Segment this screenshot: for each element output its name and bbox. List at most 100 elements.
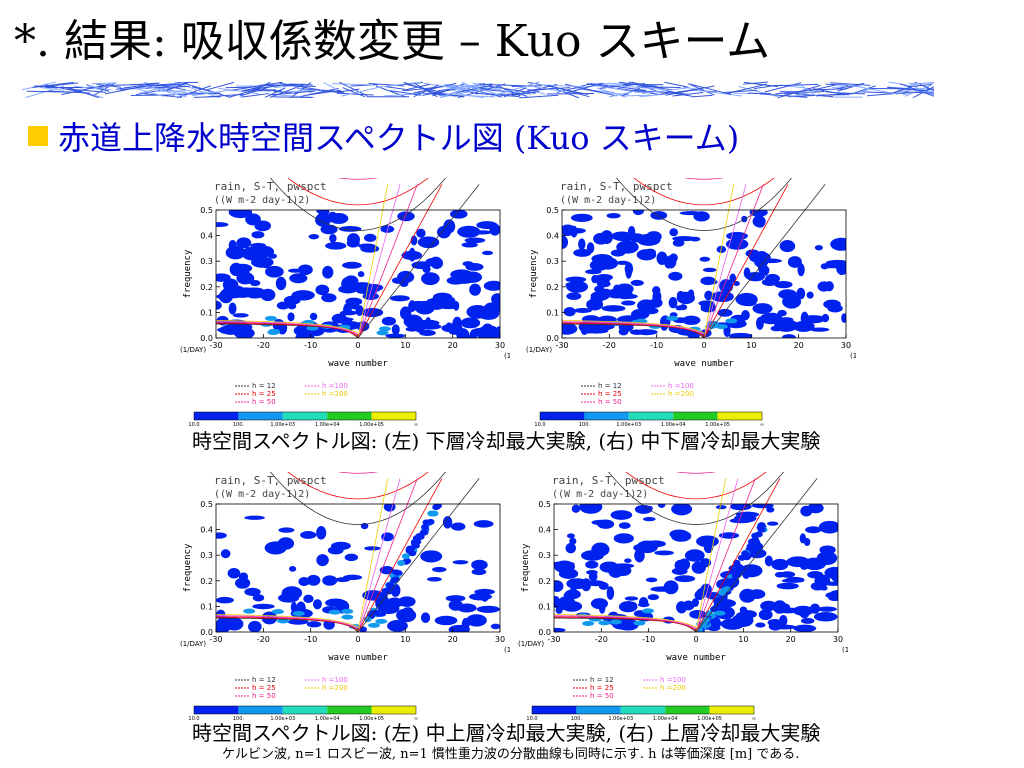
x-tick-label: 0	[355, 635, 360, 644]
spectrum-blob	[427, 510, 436, 517]
spectrum-blob	[687, 289, 695, 299]
x-tick-label: -30	[555, 341, 568, 350]
spectrum-blob	[320, 224, 338, 235]
decor-stroke	[131, 86, 165, 97]
spectrum-blob	[668, 297, 678, 309]
spectrum-blob	[779, 317, 794, 323]
gravity-wave-curve	[270, 472, 446, 525]
legend-label: h = 50	[590, 692, 614, 700]
spectrum-blob	[770, 325, 783, 332]
colorbar-segment	[576, 706, 621, 714]
chart-title-line2: ((W m-2 day-1)2)	[214, 195, 310, 206]
spectrum-blob	[819, 545, 836, 555]
colorbar-segment	[282, 412, 328, 420]
spectrum-blob	[237, 287, 255, 294]
spectrum-blob	[490, 299, 500, 312]
caption-top: 時空間スペクトル図: (左) 下層冷却最大実験, (右) 中下層冷却最大実験	[192, 429, 821, 453]
decor-stroke	[538, 84, 584, 88]
spectrum-blob	[591, 542, 610, 557]
rossby-curve	[215, 320, 359, 335]
colorbar-label: 1.00e+04	[315, 422, 340, 426]
decor-stroke	[241, 93, 269, 98]
legend-label: h =100	[322, 382, 348, 390]
spectrum-blob	[267, 330, 280, 336]
spectrum-blob	[386, 597, 403, 608]
spectrum-blob	[448, 624, 470, 632]
colorbar-segment	[620, 706, 666, 714]
spectrum-blob	[331, 313, 348, 324]
gravity-wave-curve	[270, 178, 446, 231]
spectrum-blob	[416, 228, 426, 238]
decor-stroke	[342, 87, 366, 98]
spectrum-blob	[292, 610, 305, 616]
y-tick-label: 0.0	[200, 628, 213, 637]
spectrum-blob	[650, 210, 668, 220]
colorbar-label: 1.00e+03	[270, 716, 295, 720]
decor-stroke	[621, 83, 649, 97]
spectrum-blob	[342, 261, 362, 269]
decor-stroke	[441, 82, 482, 98]
legend-label: h =200	[668, 390, 694, 398]
decor-stroke	[747, 92, 771, 95]
spectrum-blob	[810, 581, 825, 591]
spectrum-blob	[442, 516, 453, 529]
spectrum-blob	[360, 244, 380, 253]
spectrum-blob	[308, 233, 320, 240]
rossby-curve	[215, 614, 359, 628]
y-axis-label: frequency	[183, 543, 193, 592]
spectrum-blob	[375, 618, 388, 624]
spectrum-blob	[216, 532, 227, 539]
spectrum-blob	[678, 558, 691, 571]
spectrum-blob	[776, 607, 801, 614]
spectrum-blob	[747, 544, 756, 551]
colorbar-label: 1.00e+04	[315, 716, 340, 720]
spectrum-blob	[321, 293, 337, 303]
colorbar-label: 1.00e+04	[661, 422, 686, 426]
spectrum-blob	[216, 300, 222, 310]
chart-title-line2: ((W m-2 day-1)2)	[214, 489, 310, 500]
colorbar-label: 1.00e+05	[359, 422, 384, 426]
spectrum-blob	[408, 300, 417, 312]
decor-stroke	[849, 84, 898, 95]
spectrum-blob	[650, 586, 674, 592]
spectrum-blob	[755, 316, 764, 330]
decor-stroke	[384, 81, 423, 87]
colorbar-segment	[371, 706, 416, 714]
spectrum-blob	[426, 576, 442, 582]
spectrum-blob	[426, 518, 435, 525]
dispersion-curves	[553, 472, 818, 633]
decor-stroke	[246, 81, 271, 95]
spectrum-blob	[821, 313, 830, 323]
colorbar-label: 10.0	[188, 716, 199, 720]
spectrum-blob	[679, 304, 688, 311]
spectrum-blob	[445, 323, 463, 333]
spectrum-blob	[563, 306, 576, 317]
spectrum-blob	[466, 614, 487, 627]
y-tick-label: 0.3	[538, 551, 551, 560]
spectrum-blob	[421, 524, 430, 531]
rossby-curve	[215, 320, 359, 334]
spectrum-blob	[796, 287, 806, 300]
decor-stroke	[439, 88, 487, 98]
spectrum-blob	[761, 278, 778, 286]
x-tick-label: 20	[794, 341, 804, 350]
colorbar-segment	[532, 706, 577, 714]
y-tick-label: 0.0	[200, 334, 213, 343]
colorbar-label: 100.	[233, 422, 245, 426]
spectrum-blob	[813, 612, 838, 622]
spectrum-blob	[268, 253, 277, 259]
spectrum-blob	[448, 599, 463, 611]
spectrum-blob	[216, 596, 234, 604]
x-tick-label: 30	[841, 341, 851, 350]
spectrum-blob	[824, 566, 838, 579]
legend-label: h = 50	[598, 398, 622, 406]
spectrum-chart-upper-cooling: rain, S-T, pwspct ((W m-2 day-1)2) -30 -20 -…	[518, 472, 848, 720]
spectrum-blob	[728, 332, 753, 338]
spectrum-blob	[786, 556, 810, 568]
spectrum-blob	[771, 558, 789, 571]
spectrum-blob	[260, 288, 276, 302]
spectrum-blob	[741, 297, 757, 307]
y-axis-label: frequency	[521, 543, 531, 592]
spectrum-blob	[227, 568, 241, 579]
x-tick-label: -10	[304, 635, 317, 644]
